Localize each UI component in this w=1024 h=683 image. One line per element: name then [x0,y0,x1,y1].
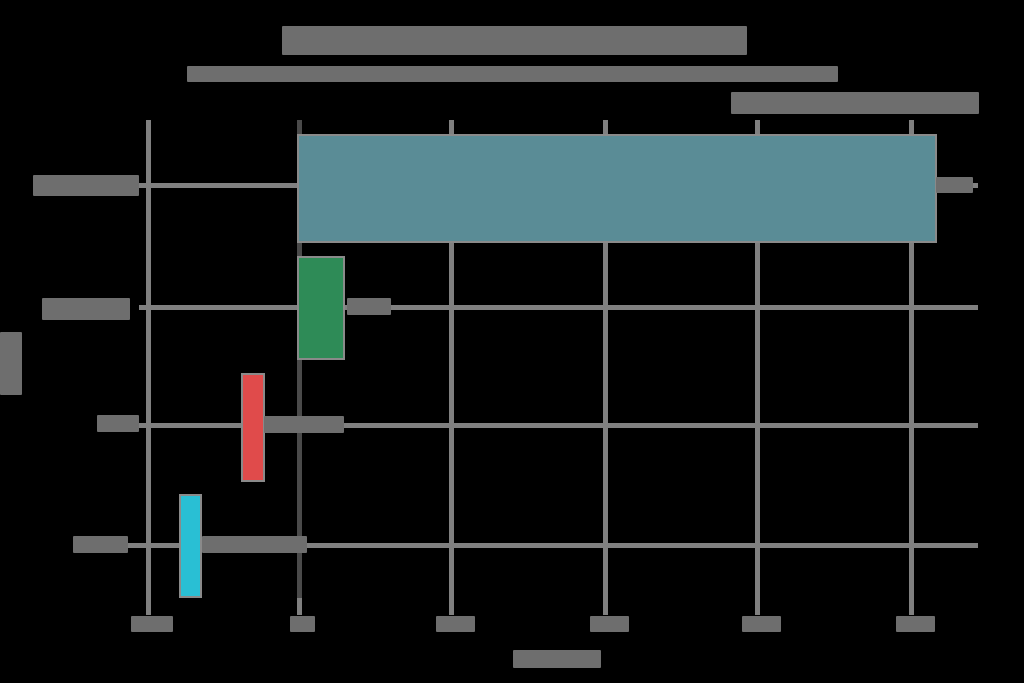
x-tick-label-3: ███ [436,616,475,632]
y-tick-label-4: ████ [73,536,128,553]
bar-category-3[interactable] [241,373,265,482]
chart-subtitle: ████████████████████████████████████████… [187,66,838,82]
y-tick-mark-2 [139,305,149,310]
x-tick-mark-1 [146,598,151,615]
gridline-horizontal-4 [82,543,978,548]
x-tick-mark-4 [603,598,608,615]
y-tick-label-1: █████████ [33,175,139,196]
x-tick-label-6: ███ [896,616,935,632]
chart-annotation: ██████████████████████ [731,92,979,114]
y-tick-label-3: ███ [97,415,139,432]
bar-category-4[interactable] [179,494,202,598]
x-tick-mark-5 [755,598,760,615]
x-tick-mark-3 [449,598,454,615]
bar-category-2[interactable] [297,256,345,360]
bar-category-1[interactable] [297,134,937,243]
y-tick-label-2: ██████ [42,298,130,320]
axis-zero-line [297,120,302,615]
gridline-horizontal-3 [115,423,978,428]
gridline-vertical-3 [449,120,454,615]
x-tick-label-5: ███ [742,616,781,632]
x-tick-label-4: ███ [590,616,629,632]
gridline-vertical-6 [909,120,914,615]
bar-value-label-3: ██████ [264,416,344,433]
gridline-horizontal-2 [148,305,978,310]
gridline-vertical-4 [603,120,608,615]
x-tick-label-1: ███ [131,616,173,632]
x-tick-mark-6 [909,598,914,615]
y-axis-title: ████ [0,332,22,395]
bar-value-label-1: ███ [936,177,973,193]
chart-title: ████████████████████████ [282,26,747,55]
x-tick-mark-2 [297,598,302,615]
x-tick-label-2: █ [290,616,315,632]
gridline-vertical-5 [755,120,760,615]
x-axis-title: ████████ [513,650,601,668]
y-tick-mark-1 [139,183,149,188]
bar-value-label-4: ██████████ [202,536,307,553]
gridline-vertical-1 [146,120,151,615]
bar-value-label-2: ████ [347,298,391,315]
